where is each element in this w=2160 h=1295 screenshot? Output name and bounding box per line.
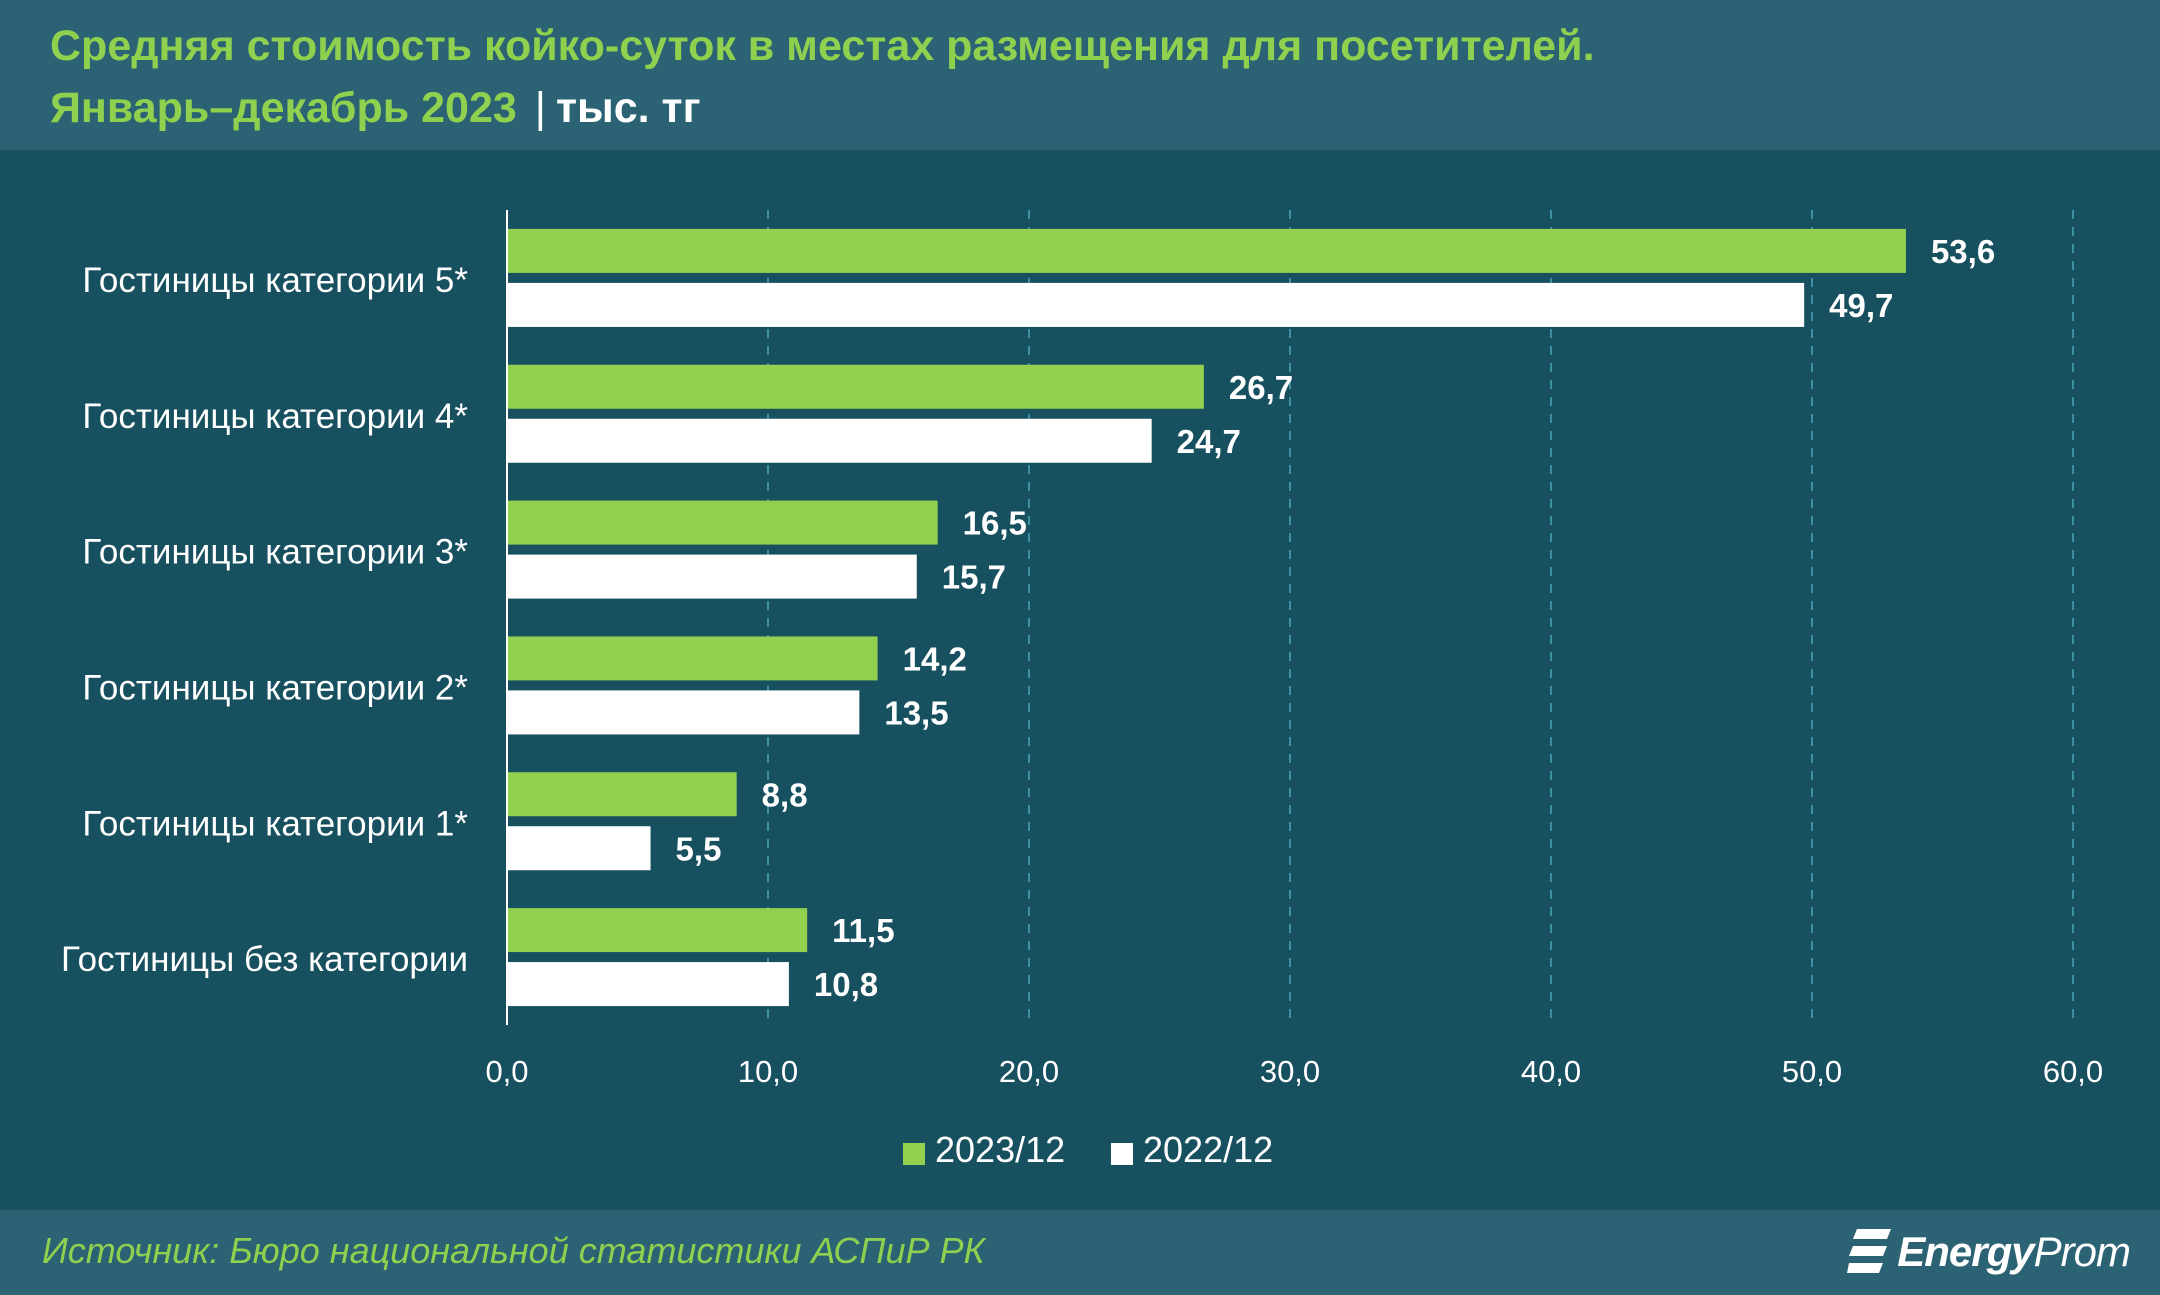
data-label: 49,7 [1829,287,1893,324]
data-label: 24,7 [1177,423,1241,460]
data-label: 5,5 [676,830,722,867]
chart-unit: тыс. тг [555,84,701,132]
bar-2023-12 [508,636,878,681]
category-label: Гостиницы категории 5* [82,261,468,300]
chart-title: Средняя стоимость койко-суток в местах р… [50,22,1595,70]
logo-icon [1847,1229,1892,1273]
energyprom-logo: EnergyProm [1847,1224,2131,1280]
source-note: Источник: Бюро национальной статистики А… [42,1230,985,1271]
data-label: 53,6 [1931,233,1995,270]
bar-2023-12 [508,908,808,953]
bar-2022-12 [508,554,917,599]
data-label: 16,5 [963,505,1027,542]
category-label: Гостиницы категории 1* [82,804,468,843]
category-label: Гостиницы категории 3* [82,533,468,572]
x-tick-label: 50,0 [1782,1054,1842,1089]
plot-area: 0,0 10,0 20,0 30,0 40,0 50,0 60,0 Гостиницы кат… [0,150,2160,1210]
bar-2022-12 [508,282,1805,327]
category-label: Гостиницы без категории [61,940,468,979]
legend-swatch [903,1143,925,1165]
data-label: 14,2 [903,640,967,677]
bar-2022-12 [508,826,651,871]
x-tick-label: 0,0 [485,1054,528,1089]
bar-chart: 0,0 10,0 20,0 30,0 40,0 50,0 60,0 Гостиницы кат… [61,210,2103,1170]
x-tick-label: 20,0 [999,1054,1059,1089]
category-label: Гостиницы категории 2* [82,668,468,707]
data-label: 26,7 [1229,369,1293,406]
bar-2023-12 [508,364,1204,409]
bar-2023-12 [508,772,737,817]
title-separator: | [534,84,546,132]
footer: Источник: Бюро национальной статистики А… [0,1210,2160,1295]
bar-2023-12 [508,500,938,545]
x-tick-label: 40,0 [1521,1054,1581,1089]
data-label: 11,5 [832,912,894,949]
legend-label: 2023/12 [935,1129,1065,1170]
data-label: 15,7 [942,559,1006,596]
logo-text: EnergyProm [1897,1228,2131,1275]
data-label: 13,5 [884,694,948,731]
bar-2022-12 [508,418,1152,463]
header: Средняя стоимость койко-суток в местах р… [0,0,2160,150]
data-label: 10,8 [814,966,878,1003]
chart-subtitle: Январь–декабрь 2023 | тыс. тг [50,84,701,133]
x-tick-label: 10,0 [738,1054,798,1089]
bar-2023-12 [508,228,1906,273]
legend-swatch [1111,1143,1133,1165]
x-tick-label: 30,0 [1260,1054,1320,1089]
bar-2022-12 [508,690,860,735]
category-label: Гостиницы категории 4* [82,397,468,436]
legend-label: 2022/12 [1143,1129,1273,1170]
bar-2022-12 [508,962,789,1007]
x-tick-label: 60,0 [2043,1054,2103,1089]
data-label: 8,8 [762,776,808,813]
chart-period: Январь–декабрь 2023 [50,84,517,132]
